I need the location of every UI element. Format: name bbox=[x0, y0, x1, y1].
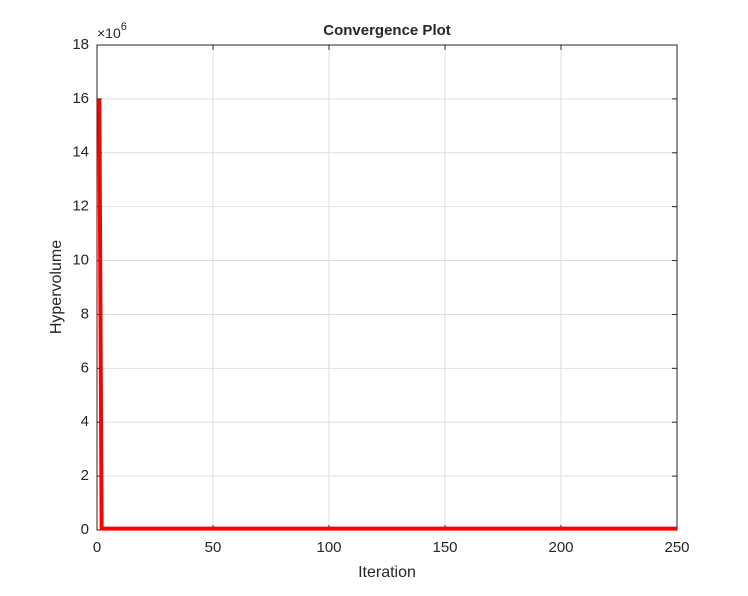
y-tick-label: 0 bbox=[81, 521, 89, 538]
y-tick-label: 12 bbox=[72, 198, 89, 215]
x-tick-label: 150 bbox=[432, 539, 457, 556]
x-tick-label: 0 bbox=[93, 539, 101, 556]
y-tick-label: 2 bbox=[81, 467, 89, 484]
x-tick-label: 250 bbox=[664, 539, 689, 556]
y-tick-label: 10 bbox=[72, 252, 89, 269]
x-axis-label: Iteration bbox=[358, 564, 416, 581]
y-multiplier-exponent: 6 bbox=[121, 21, 127, 33]
y-axis-label: Hypervolume bbox=[48, 240, 65, 334]
y-tick-label: 8 bbox=[81, 305, 89, 322]
y-tick-label: 6 bbox=[81, 359, 89, 376]
y-tick-label: 18 bbox=[72, 36, 89, 53]
x-tick-label: 200 bbox=[548, 539, 573, 556]
y-multiplier: ×106 bbox=[97, 21, 127, 41]
x-tick-label: 50 bbox=[205, 539, 222, 556]
y-multiplier-base: ×10 bbox=[97, 25, 121, 41]
y-tick-label: 16 bbox=[72, 90, 89, 107]
x-tick-label: 100 bbox=[316, 539, 341, 556]
y-tick-label: 14 bbox=[72, 144, 89, 161]
data-line bbox=[97, 98, 677, 531]
y-tick-label: 4 bbox=[81, 413, 89, 430]
chart-title: Convergence Plot bbox=[323, 22, 451, 39]
